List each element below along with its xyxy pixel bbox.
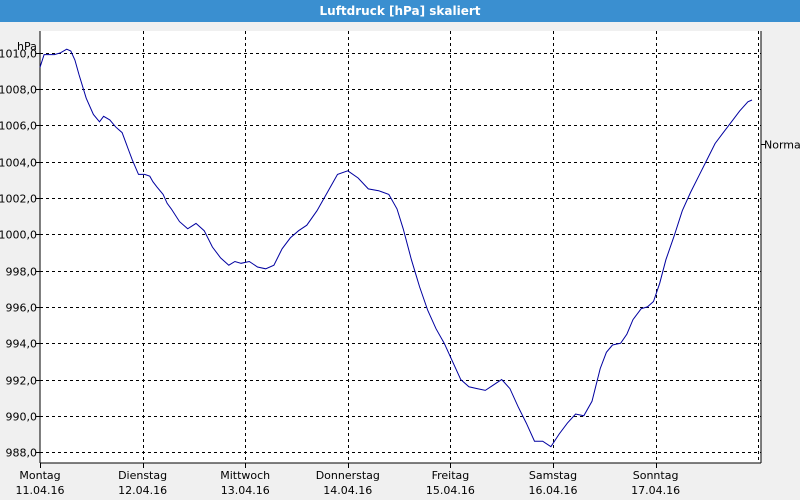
x-tick-date: 13.04.16: [221, 484, 270, 497]
x-tick-date: 12.04.16: [118, 484, 167, 497]
x-tick-date: 17.04.16: [631, 484, 680, 497]
normal-reference-label: Normal: [764, 139, 800, 152]
x-tick-date: 11.04.16: [16, 484, 65, 497]
y-axis-ticks: 1010,0 1008,0 1006,0 1004,0 1002,0 1000,0 998,…: [0, 48, 40, 460]
normal-reference: Normal: [761, 139, 800, 152]
y-tick-label: 1010,0: [0, 48, 37, 61]
x-tick-day-name: Samstag: [529, 469, 577, 482]
x-tick-day-name: Sonntag: [633, 469, 679, 482]
y-tick-label: 1008,0: [0, 84, 37, 97]
y-tick-label: 996,0: [6, 302, 38, 315]
plot-background: [40, 31, 761, 463]
window-title: Luftdruck [hPa] skaliert: [0, 0, 800, 22]
x-tick-day-name: Montag: [19, 469, 60, 482]
y-tick-label: 994,0: [6, 338, 38, 351]
y-tick-label: 1004,0: [0, 157, 37, 170]
y-tick-label: 1006,0: [0, 120, 37, 133]
y-tick-label: 998,0: [6, 266, 38, 279]
x-tick-date: 16.04.16: [529, 484, 578, 497]
y-tick-label: 992,0: [6, 375, 38, 388]
y-axis-label: hPa: [17, 40, 37, 53]
x-tick-day-name: Freitag: [432, 469, 470, 482]
x-tick-date: 15.04.16: [426, 484, 475, 497]
pressure-series-line: [39, 48, 753, 448]
y-tick-label: 990,0: [6, 411, 38, 424]
x-tick-day-name: Dienstag: [118, 469, 167, 482]
y-tick-label: 1002,0: [0, 193, 37, 206]
y-tick-label: 988,0: [6, 447, 38, 460]
grid: [40, 31, 761, 463]
x-tick-day-name: Mittwoch: [220, 469, 270, 482]
x-tick-day-name: Donnerstag: [316, 469, 380, 482]
x-tick-date: 14.04.16: [323, 484, 372, 497]
x-axis-ticks: Montag 11.04.16 Dienstag 12.04.16 Mittwoch 13…: [16, 463, 680, 497]
y-tick-label: 1000,0: [0, 229, 37, 242]
